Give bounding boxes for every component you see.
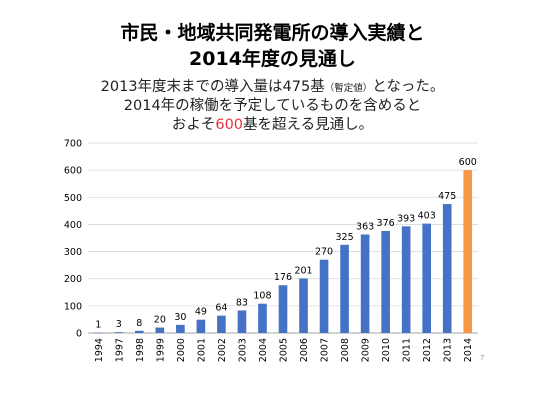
data-label: 201	[294, 265, 312, 276]
x-tick-label: 2003	[237, 338, 248, 362]
data-label: 8	[136, 318, 142, 329]
bar	[237, 310, 247, 333]
y-tick-label: 400	[64, 220, 82, 231]
highlight-number: 600	[215, 117, 244, 133]
data-label: 600	[459, 157, 477, 168]
chart-x-axis: 1994 1997 1998 1999 2000 2001 2002 2003 2004 2005…	[94, 338, 474, 362]
bar	[360, 234, 370, 333]
bar	[319, 259, 329, 333]
x-tick-label: 1999	[155, 338, 166, 362]
subtitle-line-1: 2013年度末までの導入量は475基（暫定値）となった。	[0, 78, 545, 98]
x-tick-label: 2007	[320, 338, 331, 362]
x-tick-label: 2002	[217, 338, 228, 362]
subtitle-line-1-end: となった。	[372, 79, 445, 95]
data-label: 20	[154, 315, 166, 326]
bar	[340, 244, 349, 333]
subtitle-line-3-end: 基を超える見通し。	[243, 117, 374, 133]
page-number: 7	[480, 354, 485, 362]
bar	[135, 330, 144, 333]
bar	[114, 332, 124, 333]
x-tick-label: 1997	[114, 338, 125, 362]
data-label: 83	[236, 297, 248, 308]
bar	[93, 332, 103, 334]
y-tick-label: 600	[64, 166, 82, 177]
data-label: 393	[397, 213, 415, 224]
x-tick-label: 2000	[176, 338, 187, 362]
x-tick-label: 2009	[361, 338, 372, 362]
y-tick-label: 0	[76, 329, 82, 340]
provisional-note: （暫定値）	[324, 83, 373, 94]
x-tick-label: 1994	[94, 338, 105, 362]
data-label: 475	[438, 191, 456, 202]
data-label: 3	[116, 319, 122, 330]
chart-gridlines	[88, 142, 478, 334]
subtitle-line-1-text: 2013年度末までの導入量は475基	[100, 79, 325, 95]
data-label: 108	[253, 291, 271, 302]
x-tick-label: 2013	[443, 338, 454, 362]
bar	[442, 204, 452, 333]
x-tick-label: 1998	[135, 338, 146, 362]
bar	[176, 324, 185, 333]
x-tick-label: 2006	[299, 338, 310, 362]
bar	[381, 230, 390, 333]
slide-title-line-1: 市民・地域共同発電所の導入実績と	[120, 22, 425, 44]
data-label: 30	[174, 312, 186, 323]
y-tick-label: 500	[64, 193, 82, 204]
bar	[278, 285, 288, 333]
x-tick-label: 2011	[402, 338, 413, 362]
x-tick-label: 2004	[258, 338, 269, 362]
x-tick-label: 2008	[340, 338, 351, 362]
data-label: 270	[315, 247, 333, 258]
data-label: 325	[336, 232, 354, 243]
bar	[299, 278, 308, 333]
data-label: 363	[356, 221, 374, 232]
subtitle-line-3: およそ600基を超える見通し。	[0, 116, 545, 135]
x-tick-label: 2005	[279, 338, 290, 362]
bar	[196, 319, 206, 333]
data-label: 376	[377, 218, 395, 229]
y-tick-label: 200	[64, 274, 82, 285]
x-tick-label: 2001	[196, 338, 207, 362]
x-tick-label: 2012	[422, 338, 433, 362]
y-tick-label: 700	[64, 139, 82, 150]
chart-y-axis: 0 100 200 300 400 500 600 700	[64, 139, 82, 340]
slide-title-line-2: 2014年度の見通し	[189, 48, 356, 70]
data-label: 176	[274, 272, 292, 283]
data-label: 1	[95, 320, 101, 331]
bar	[155, 327, 165, 333]
y-tick-label: 300	[64, 247, 82, 258]
subtitle-line-2: 2014年の稼働を予定しているものを含めると	[123, 98, 422, 114]
chart-bars	[93, 170, 473, 334]
x-tick-label: 2010	[381, 338, 392, 362]
bar	[258, 303, 267, 333]
data-label: 64	[215, 303, 227, 314]
data-label: 403	[418, 211, 436, 222]
bar	[401, 226, 411, 333]
bar	[217, 315, 226, 333]
bar	[463, 170, 473, 333]
subtitle-line-3-start: およそ	[171, 117, 216, 133]
x-tick-label: 2014	[463, 338, 474, 362]
bar	[422, 223, 431, 333]
y-tick-label: 100	[64, 301, 82, 312]
data-label: 49	[195, 307, 207, 318]
